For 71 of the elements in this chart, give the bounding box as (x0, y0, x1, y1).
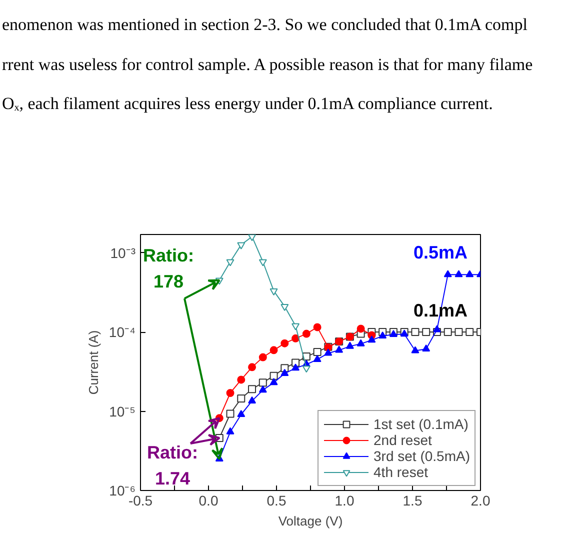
point (466, 328, 474, 336)
point (313, 348, 322, 356)
y-axis-title: Current (A) (86, 330, 101, 395)
point (356, 324, 365, 333)
point (324, 348, 332, 356)
point (378, 331, 387, 339)
point (292, 358, 300, 367)
point (258, 259, 267, 266)
x-tick-label: 0.0 (198, 492, 218, 508)
point (258, 386, 267, 393)
text: Oₓ, each filament acquires less energy under 0.1mA compliance current. (2, 93, 494, 115)
point (237, 376, 246, 384)
text: enomenon was mentioned in section 2-3. So we concluded that 0.1mA compl (2, 14, 528, 36)
point (444, 328, 452, 336)
point (335, 346, 344, 353)
point (466, 270, 474, 278)
point (226, 427, 234, 434)
point (302, 330, 310, 338)
point (454, 328, 463, 336)
point (292, 364, 300, 371)
point (292, 323, 300, 330)
x-tick-label: 0.5 (266, 492, 286, 508)
point (248, 385, 256, 394)
point (237, 394, 246, 402)
point (422, 344, 430, 352)
point (346, 342, 354, 349)
legend-label: 2nd reset (374, 432, 432, 448)
point (258, 353, 267, 362)
point (444, 270, 452, 278)
y-tick-label: 10⁻⁵ (109, 403, 136, 420)
x-tick-label: 1.5 (402, 492, 422, 508)
legend-label: 1st set (0.1mA) (374, 416, 468, 432)
point (432, 325, 441, 332)
point (356, 339, 365, 346)
point (270, 346, 278, 354)
point (411, 346, 420, 354)
point (258, 378, 267, 387)
point (226, 259, 234, 266)
annotation: Ratio: 178 (143, 246, 194, 292)
legend-label: 3rd set (0.5mA) (374, 448, 470, 464)
point (302, 366, 310, 373)
point (237, 410, 246, 418)
point (411, 328, 420, 336)
point (248, 363, 256, 372)
legend-label: 4th reset (374, 464, 428, 480)
point (237, 242, 246, 250)
point (280, 368, 289, 376)
point (280, 339, 289, 348)
text: rrent was useless for control sample. A possible reason is that for many filame (2, 54, 533, 76)
point (454, 270, 463, 278)
point (422, 328, 430, 336)
x-axis-title: Voltage (V) (278, 514, 343, 528)
x-tick-label: -0.5 (128, 492, 153, 508)
x-tick-label: 2.0 (470, 492, 490, 508)
point (226, 389, 234, 397)
point (270, 378, 278, 386)
y-tick-label: 10⁻⁴ (108, 324, 136, 340)
point (248, 396, 256, 404)
annotation: Ratio: 1.74 (147, 442, 198, 488)
x-tick-label: 1.0 (334, 492, 354, 508)
point (270, 288, 278, 296)
point (226, 410, 234, 418)
point (292, 334, 300, 342)
point (313, 323, 322, 332)
y-tick-label: 10⁻³ (110, 244, 136, 261)
point (270, 372, 278, 380)
point (280, 304, 289, 312)
point (313, 354, 322, 362)
annotation: 0.5mA (413, 242, 468, 262)
point (368, 336, 376, 343)
point (248, 234, 256, 242)
